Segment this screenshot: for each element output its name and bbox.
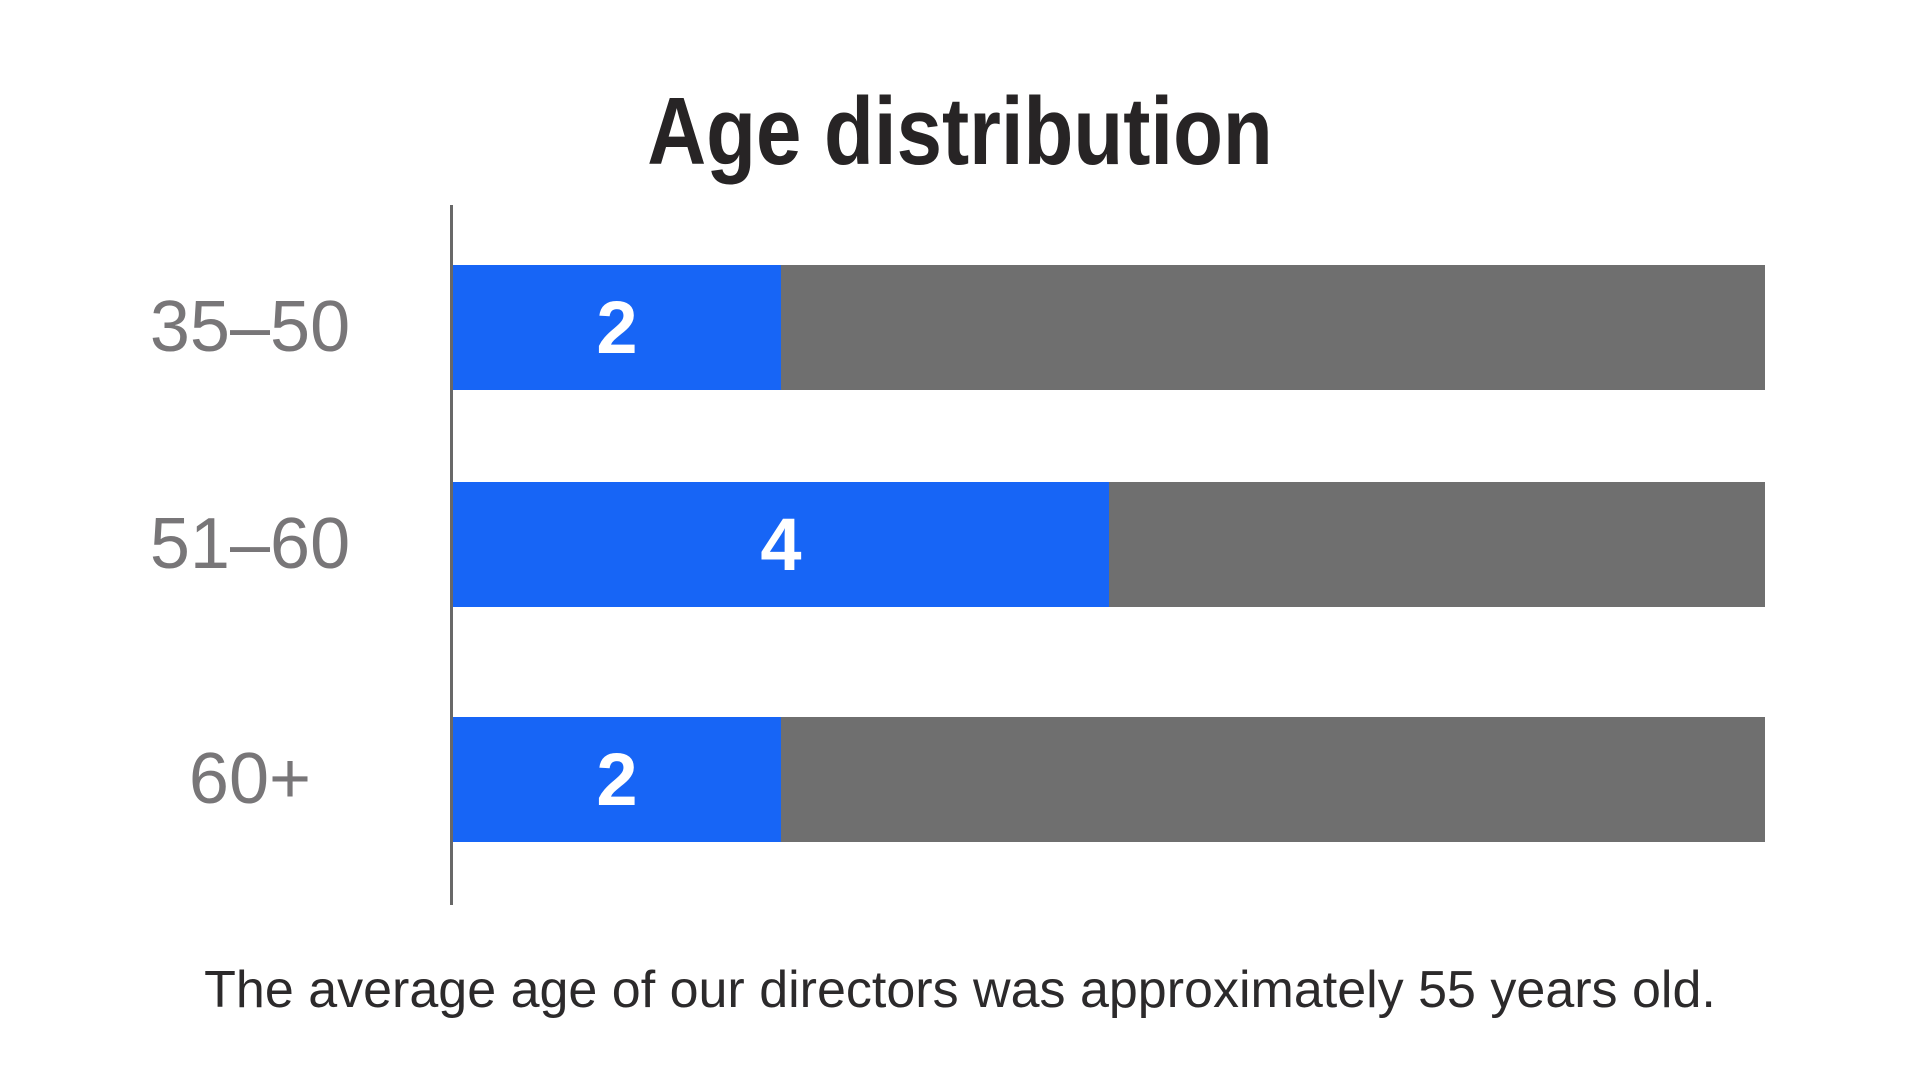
value-label: 4 — [760, 502, 802, 586]
category-label: 51–60 — [149, 504, 351, 584]
bar-track: 2 — [453, 717, 1765, 842]
y-axis-line — [450, 205, 453, 905]
bar-fill: 4 — [453, 482, 1109, 607]
value-label: 2 — [596, 737, 638, 821]
bar-fill: 2 — [453, 717, 781, 842]
bar-row-51-60: 51–60 4 — [150, 482, 1765, 607]
category-label: 35–50 — [149, 287, 351, 367]
value-label: 2 — [596, 285, 638, 369]
chart-title: Age distribution — [647, 78, 1273, 185]
bar-fill: 2 — [453, 265, 781, 390]
bar-track: 4 — [453, 482, 1765, 607]
bar-row-35-50: 35–50 2 — [150, 265, 1765, 390]
bar-track: 2 — [453, 265, 1765, 390]
bar-chart: 35–50 2 51–60 4 60+ 2 — [150, 205, 1765, 905]
category-label: 60+ — [188, 739, 312, 819]
chart-caption: The average age of our directors was app… — [204, 961, 1716, 1019]
bar-row-60-plus: 60+ 2 — [189, 717, 1765, 842]
